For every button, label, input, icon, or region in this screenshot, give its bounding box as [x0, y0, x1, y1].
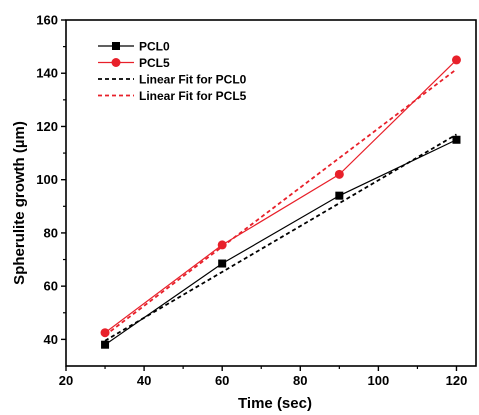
y-tick-label: 160 — [36, 13, 58, 28]
legend-marker — [112, 42, 120, 50]
data-point — [452, 135, 461, 144]
data-point — [100, 328, 110, 338]
x-axis-title: Time (sec) — [238, 395, 312, 412]
x-tick-label: 20 — [59, 373, 73, 388]
fit-line — [104, 133, 457, 342]
plot-frame — [65, 19, 477, 367]
data-point — [451, 55, 461, 65]
series-layer — [100, 55, 461, 349]
y-tick-label: 40 — [44, 332, 58, 347]
x-tick-label: 120 — [446, 373, 468, 388]
y-tick-label: 120 — [36, 119, 58, 134]
legend-label: Linear Fit for PCL5 — [139, 89, 247, 103]
fit-line — [104, 68, 458, 337]
y-tick-label: 100 — [36, 172, 58, 187]
data-point — [217, 240, 227, 250]
x-tick-label: 40 — [137, 373, 151, 388]
legend-label: Linear Fit for PCL0 — [139, 73, 247, 87]
data-point — [334, 169, 344, 179]
data-point — [218, 259, 227, 268]
legend-marker — [111, 58, 121, 67]
y-tick-label: 140 — [36, 66, 58, 81]
x-tick-label: 60 — [215, 373, 229, 388]
series-line — [104, 139, 457, 346]
data-point — [101, 340, 110, 349]
y-tick-label: 60 — [44, 279, 58, 294]
y-axis-title: Spherulite growth (µm) — [11, 121, 28, 285]
plot-border — [65, 19, 477, 367]
data-point — [335, 191, 344, 200]
x-tick-label: 80 — [293, 373, 307, 388]
legend-label: PCL0 — [139, 40, 170, 54]
legend: PCL0 PCL5 Linear Fit for PCL0 Linear Fit fo… — [98, 40, 247, 103]
x-tick-label: 100 — [368, 373, 390, 388]
series-line — [104, 59, 457, 334]
axis-ticks: 20 40 60 80 100 120 40 60 80 100 120 140 160 — [36, 13, 467, 389]
legend-label: PCL5 — [139, 56, 170, 70]
y-tick-label: 80 — [44, 225, 58, 240]
